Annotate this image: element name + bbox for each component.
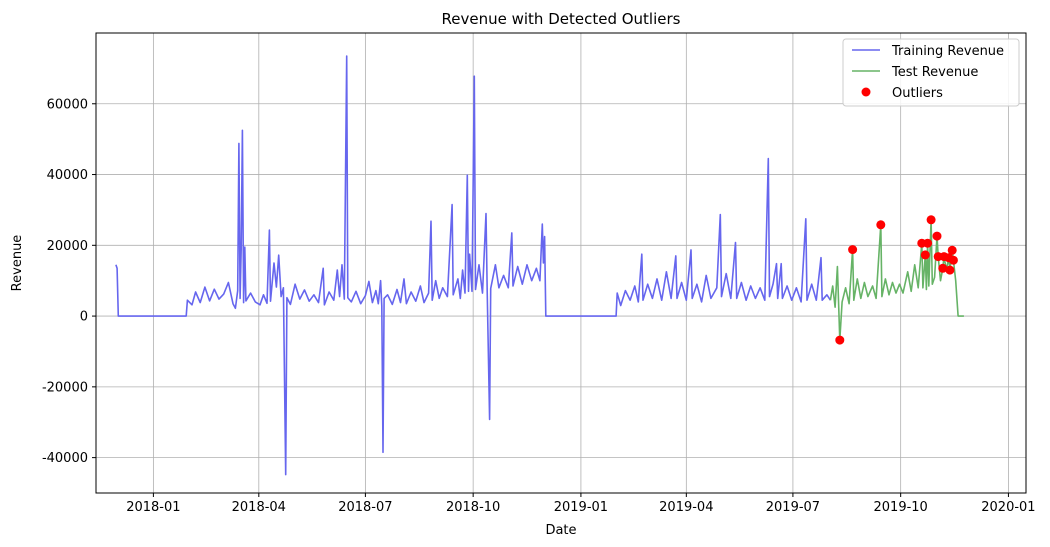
outlier-point [948, 255, 958, 265]
y-tick-label: 20000 [47, 239, 88, 254]
outlier-point [945, 265, 955, 275]
outlier-point [923, 238, 933, 248]
x-tick-label: 2020-01 [981, 500, 1035, 515]
y-axis-label: Revenue [10, 235, 25, 292]
outlier-point [835, 335, 845, 345]
x-tick-label: 2019-10 [874, 500, 928, 515]
legend-outliers-label: Outliers [892, 86, 943, 101]
x-axis-label: Date [545, 523, 576, 538]
legend-test-label: Test Revenue [891, 65, 978, 80]
x-tick-label: 2018-04 [232, 500, 286, 515]
chart-title: Revenue with Detected Outliers [442, 10, 681, 28]
plot-frame [95, 32, 1027, 494]
outlier-point [947, 245, 957, 255]
outlier-point [848, 245, 858, 255]
outlier-point [932, 231, 942, 241]
outlier-point [926, 215, 936, 225]
outlier-point [920, 250, 930, 260]
legend: Training Revenue Test Revenue Outliers [842, 38, 1020, 107]
x-tick-label: 2018-10 [446, 500, 500, 515]
x-axis: 2018-01 2018-04 2018-07 2018-10 2019-01 2019-… [126, 493, 1036, 515]
legend-box [842, 38, 1020, 107]
legend-training-label: Training Revenue [891, 44, 1004, 59]
plot-area [115, 55, 964, 476]
y-tick-label: -40000 [42, 451, 88, 466]
x-tick-label: 2019-07 [766, 500, 820, 515]
legend-outliers-marker [861, 87, 871, 97]
y-axis: -40000 -20000 0 20000 40000 60000 [42, 97, 96, 466]
outlier-point [938, 263, 948, 273]
test-revenue-line [829, 219, 964, 341]
grid-lines [96, 33, 1026, 493]
y-tick-label: 60000 [47, 97, 88, 112]
y-tick-label: 0 [80, 310, 88, 325]
x-tick-label: 2019-01 [554, 500, 608, 515]
x-tick-label: 2019-04 [659, 500, 713, 515]
training-revenue-line [115, 55, 832, 476]
outlier-point [876, 220, 886, 230]
x-tick-label: 2018-01 [126, 500, 180, 515]
y-tick-label: 40000 [47, 168, 88, 183]
y-tick-label: -20000 [42, 380, 88, 395]
x-tick-label: 2018-07 [338, 500, 392, 515]
